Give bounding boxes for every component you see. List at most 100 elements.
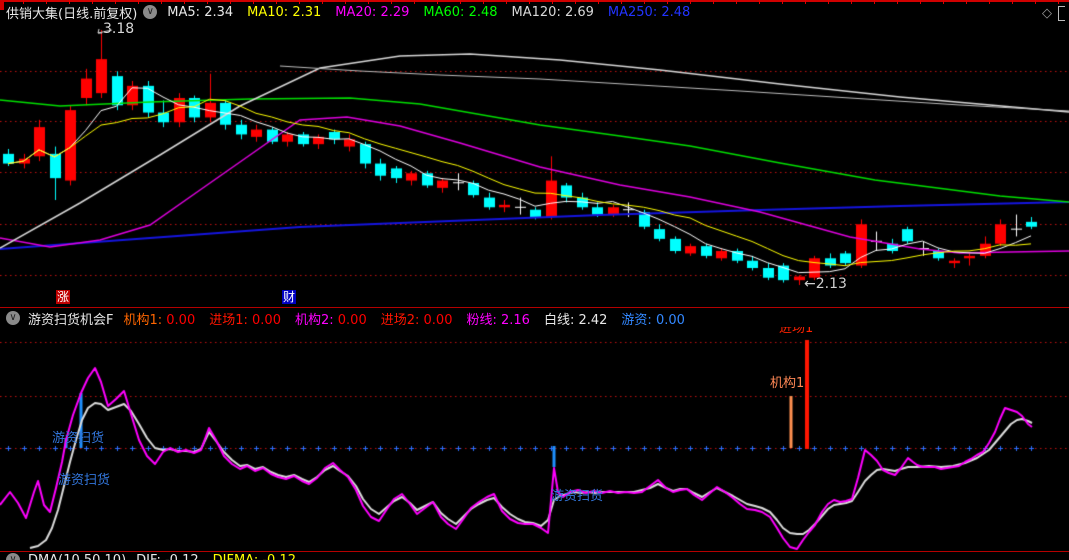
- footer-legend-item: DIF: -0.12: [136, 553, 198, 560]
- axis-tick: [253, 0, 254, 4]
- collapse-chevron-icon[interactable]: ∨: [143, 5, 158, 19]
- indicator-legend-item-value: 0.00: [423, 312, 453, 328]
- signal-label: 机构1: [770, 376, 805, 391]
- indicator-legend-item-label: 机构2:: [294, 312, 338, 328]
- axis-tick: [138, 0, 139, 4]
- axis-tick: [299, 0, 300, 4]
- axis-tick: [437, 0, 438, 4]
- axis-marker-badge[interactable]: 涨: [56, 290, 71, 304]
- indicator-legend-item-value: 2.16: [501, 312, 530, 328]
- footer-legend-item-label: DIF:: [136, 552, 165, 560]
- collapse-chevron-icon[interactable]: ∨: [6, 553, 20, 560]
- ma-legend: MA5: 2.34 MA10: 2.31 MA20: 2.29 MA60: 2.48 M…: [163, 5, 690, 20]
- footer-legend-item: DIFMA: -0.12: [213, 553, 296, 560]
- indicator-chart[interactable]: [0, 327, 1069, 551]
- axis-tick: [69, 0, 70, 4]
- ma-legend-item: MA60: 2.48: [423, 5, 497, 20]
- indicator-legend-item-value: 0.00: [166, 312, 196, 328]
- axis-tick: [736, 0, 737, 4]
- ma-legend-item: MA120: 2.69: [512, 5, 594, 20]
- signal-label: 游资扫货: [58, 473, 111, 488]
- axis-tick: [23, 0, 24, 4]
- axis-tick: [414, 0, 415, 4]
- diamond-icon[interactable]: ◇: [1042, 6, 1052, 21]
- indicator-legend-item: 进场2: 0.00: [381, 309, 453, 328]
- axis-tick: [897, 0, 898, 4]
- axis-tick: [460, 0, 461, 4]
- indicator-header: ∨ 游资扫货机会F 机构1: 0.00 进场1: 0.00 机构2: 0.00 进场2…: [0, 309, 1069, 328]
- ma-legend-item-label: MA20:: [335, 4, 381, 20]
- axis-tick: [1058, 0, 1059, 4]
- ma-legend-item-label: MA120:: [511, 4, 565, 20]
- ma-legend-item: MA20: 2.29: [335, 5, 409, 20]
- indicator-legend-item-value: 0.00: [252, 312, 281, 328]
- footer-legend-item-value: -0.12: [262, 552, 296, 560]
- candlestick-chart[interactable]: [0, 22, 1069, 307]
- indicator-title[interactable]: 游资扫货机会F: [28, 312, 114, 328]
- indicator-legend-item: 机构2: 0.00: [295, 309, 367, 328]
- axis-tick: [552, 0, 553, 4]
- stock-title: 供销大集(日线.前复权): [6, 6, 138, 22]
- indicator-legend-item-label: 白线:: [543, 312, 579, 328]
- axis-tick: [345, 0, 346, 4]
- indicator-legend-item-label: 进场2:: [380, 312, 424, 328]
- axis-tick: [575, 0, 576, 4]
- indicator-legend-item: 游资: 0.00: [621, 309, 684, 328]
- window-edge-icon[interactable]: [1058, 6, 1065, 21]
- indicator-legend-item: 粉线: 2.16: [466, 309, 529, 328]
- indicator-legend-item: 机构1: 0.00: [123, 309, 195, 328]
- axis-tick: [207, 0, 208, 4]
- panel-separator: [0, 307, 1069, 308]
- ma-legend-item-label: MA5:: [167, 4, 205, 20]
- axis-tick: [713, 0, 714, 4]
- ma-legend-item: MA250: 2.48: [608, 5, 690, 20]
- indicator-legend: 机构1: 0.00 进场1: 0.00 机构2: 0.00 进场2: 0.00 粉线: …: [119, 309, 684, 328]
- axis-tick: [276, 0, 277, 4]
- axis-tick: [46, 0, 47, 4]
- price-annotation: 3.18: [103, 21, 135, 37]
- indicator-legend-item-value: 2.42: [578, 312, 608, 328]
- axis-tick: [667, 0, 668, 4]
- collapse-chevron-icon[interactable]: ∨: [6, 311, 20, 325]
- axis-tick: [529, 0, 530, 4]
- axis-tick: [805, 0, 806, 4]
- ma-legend-item-value: 2.29: [380, 4, 410, 20]
- ma-legend-item-value: 2.34: [204, 4, 234, 20]
- axis-tick: [322, 0, 323, 4]
- axis-tick: [966, 0, 967, 4]
- footer-legend-item-value: -0.12: [164, 552, 199, 560]
- footer-legend-item-label: DIFMA:: [212, 552, 263, 560]
- axis-tick: [598, 0, 599, 4]
- ma-legend-item-label: MA10:: [247, 4, 293, 20]
- indicator-legend-item-value: 0.00: [337, 312, 367, 328]
- axis-tick: [230, 0, 231, 4]
- axis-tick: [391, 0, 392, 4]
- ma-legend-item-value: 2.48: [468, 4, 498, 20]
- axis-tick: [483, 0, 484, 4]
- axis-tick: [828, 0, 829, 4]
- axis-tick: [943, 0, 944, 4]
- main-chart-header: 供销大集(日线.前复权) ∨ MA5: 2.34 MA10: 2.31 MA20: …: [0, 3, 1069, 22]
- footer-indicator-title[interactable]: DMA(10,50,10): [28, 552, 127, 560]
- axis-tick: [506, 0, 507, 4]
- indicator-legend-item: 进场1: 0.00: [209, 309, 281, 328]
- ma-legend-item-value: 2.48: [661, 4, 691, 20]
- indicator-legend-item: 白线: 2.42: [544, 309, 607, 328]
- ma-legend-item-value: 2.31: [292, 4, 322, 20]
- axis-tick: [161, 0, 162, 4]
- footer-indicator-header: ∨ DMA(10,50,10) DIF: -0.12 DIFMA: -0.12: [0, 553, 1069, 560]
- ma-legend-item-value: 2.69: [564, 4, 594, 20]
- top-left-tick: [0, 0, 4, 10]
- axis-tick: [874, 0, 875, 4]
- signal-label: 游资扫货: [52, 431, 105, 446]
- ma-legend-item-label: MA250:: [607, 4, 662, 20]
- bottom-separator: [0, 551, 1069, 552]
- ma-legend-item: MA5: 2.34: [167, 5, 233, 20]
- axis-tick: [368, 0, 369, 4]
- axis-tick: [782, 0, 783, 4]
- axis-tick: [1035, 0, 1036, 4]
- axis-marker-badge[interactable]: 财: [282, 290, 297, 304]
- ma-legend-item-label: MA60:: [423, 4, 469, 20]
- indicator-legend-item-label: 粉线:: [466, 312, 501, 328]
